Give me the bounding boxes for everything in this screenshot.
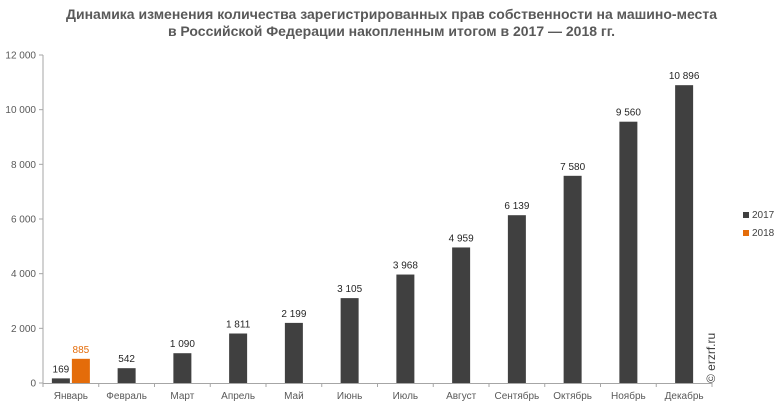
data-label-2017: 2 199: [281, 309, 306, 320]
y-tick-label: 2 000: [11, 324, 36, 335]
x-tick-label: Июнь: [337, 391, 362, 402]
bar-2017: [284, 322, 303, 383]
chart-title-line-2: в Российской Федерации накопленным итого…: [167, 23, 616, 39]
y-tick-label: 4 000: [11, 269, 36, 280]
x-tick-label: Август: [446, 391, 477, 402]
x-tick-label: Май: [284, 391, 304, 402]
bar-2017: [452, 247, 471, 383]
x-tick-label: Февраль: [106, 391, 147, 402]
bar-2017: [396, 274, 415, 383]
data-label-2017: 6 139: [504, 201, 529, 212]
data-label-2017: 1 811: [226, 319, 251, 330]
y-tick-label: 6 000: [11, 215, 36, 226]
data-label-2017: 7 580: [560, 162, 585, 173]
x-tick-label: Октябрь: [553, 390, 592, 402]
x-tick-label: Июль: [393, 391, 419, 402]
bar-2017: [563, 175, 582, 383]
legend-swatch-2017: [743, 212, 749, 218]
bars: [51, 85, 694, 384]
data-label-2017: 9 560: [616, 108, 641, 119]
legend-label-2018: 2018: [752, 228, 775, 239]
watermark-text: © erzrf.ru: [704, 333, 718, 383]
data-label-2017: 169: [53, 364, 70, 375]
data-label-2017: 3 968: [393, 261, 418, 272]
data-label-2017: 542: [118, 354, 135, 365]
x-tick-label: Январь: [54, 391, 88, 402]
y-tick-label: 12 000: [5, 51, 36, 62]
x-tick-label: Сентябрь: [494, 390, 539, 402]
x-tick-label: Апрель: [221, 391, 255, 402]
data-label-2017: 3 105: [337, 284, 362, 295]
bar-2017: [51, 378, 70, 383]
y-tick-label: 0: [30, 379, 36, 390]
bar-2018: [71, 358, 90, 383]
bar-2017: [340, 298, 359, 383]
bar-2017: [229, 333, 248, 383]
axes: 0 2 000 4 000 6 000 8 000 10 000 12 000 Январь Ф…: [5, 51, 713, 402]
bar-2017: [117, 368, 136, 383]
x-tick-label: Ноябрь: [611, 390, 646, 402]
bar-2017: [507, 215, 526, 383]
legend-label-2017: 2017: [752, 210, 775, 221]
legend: 2017 2018: [743, 210, 775, 239]
x-tick-label: Декабрь: [665, 390, 704, 402]
data-label-2017: 1 090: [170, 339, 195, 350]
y-tick-label: 8 000: [11, 160, 36, 171]
chart-title: Динамика изменения количества зарегистри…: [0, 6, 783, 40]
bar-2017: [675, 85, 694, 384]
bar-2017: [173, 353, 192, 383]
data-label-2017: 4 959: [449, 233, 474, 244]
bar-2017: [619, 121, 638, 384]
y-tick-label: 10 000: [5, 105, 36, 116]
legend-swatch-2018: [743, 230, 749, 236]
data-label-2018: 885: [73, 345, 90, 356]
x-tick-label: Март: [170, 391, 194, 402]
data-label-2017: 10 896: [669, 71, 700, 82]
chart-title-line-1: Динамика изменения количества зарегистри…: [66, 6, 717, 22]
